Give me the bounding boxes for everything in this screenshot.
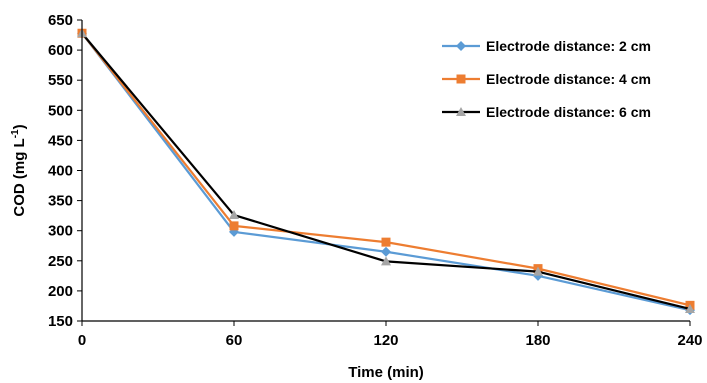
legend-marker (456, 74, 466, 84)
legend-marker (456, 107, 466, 116)
series-3-point (533, 266, 543, 276)
series-layer (77, 28, 695, 316)
x-tick-label: 60 (226, 332, 243, 349)
y-tick-label: 150 (48, 313, 73, 330)
legend-marker (456, 41, 466, 51)
x-axis-title: Time (min) (348, 364, 424, 381)
y-tick-label: 250 (48, 253, 73, 270)
series-3-point (685, 303, 695, 313)
y-tick-label: 500 (48, 102, 73, 119)
series-2-point (381, 237, 391, 247)
y-axis-ticks: 150 200 250 300 350 400 450 500 550 600 650 (48, 12, 82, 330)
y-tick-label: 300 (48, 223, 73, 240)
legend-label: Electrode distance: 2 cm (486, 38, 651, 54)
y-tick-label: 650 (48, 12, 73, 29)
series-1-point (381, 246, 391, 257)
series-2-point (229, 221, 239, 231)
x-tick-label: 240 (677, 332, 702, 349)
legend-item-1: Electrode distance: 2 cm (442, 38, 651, 54)
y-tick-label: 450 (48, 132, 73, 149)
y-tick-label: 400 (48, 163, 73, 180)
legend-item-2: Electrode distance: 4 cm (442, 71, 651, 87)
series-3-point (381, 256, 391, 266)
x-tick-label: 180 (525, 332, 550, 349)
y-tick-label: 350 (48, 193, 73, 210)
legend-label: Electrode distance: 4 cm (486, 71, 651, 87)
legend-label: Electrode distance: 6 cm (486, 104, 651, 120)
x-axis-ticks: 0 60 120 180 240 (78, 321, 703, 349)
x-tick-label: 0 (78, 332, 86, 349)
y-axis-title-close: ) (11, 124, 28, 129)
y-axis-title: COD (mg L-1) (10, 124, 28, 216)
y-tick-label: 600 (48, 42, 73, 59)
y-axis-title-main: COD (mg L (11, 138, 28, 216)
y-tick-label: 200 (48, 283, 73, 300)
y-axis-title-superscript: -1 (10, 129, 21, 138)
legend-item-3: Electrode distance: 6 cm (442, 104, 651, 120)
legend: Electrode distance: 2 cm Electrode distan… (442, 38, 651, 120)
series-3-point (229, 210, 239, 220)
y-tick-label: 550 (48, 72, 73, 89)
x-tick-label: 120 (373, 332, 398, 349)
